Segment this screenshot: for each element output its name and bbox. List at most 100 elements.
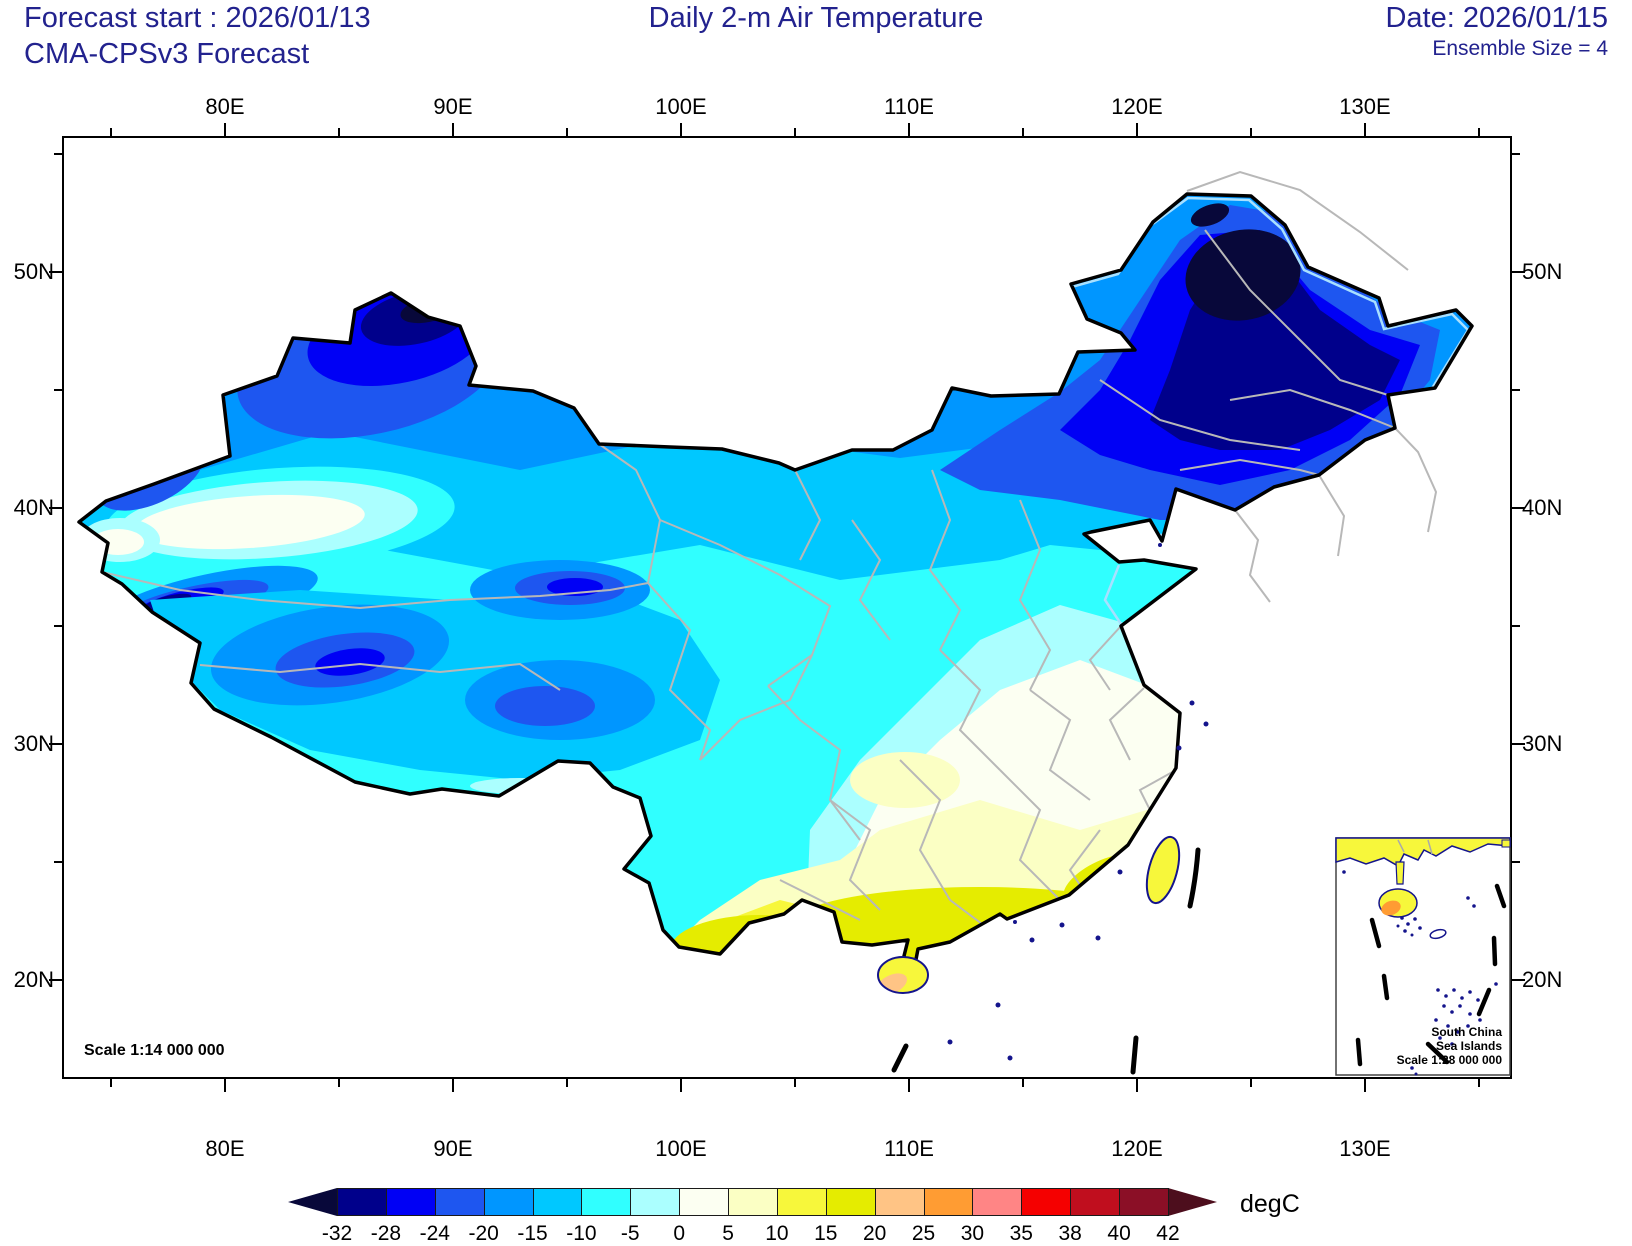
lat-label-left: 50N [13,259,54,284]
colorbar-box [923,1188,974,1216]
lon-tick-major [1364,1079,1366,1092]
inset-label-line2: Sea Islands [1436,1039,1502,1053]
inset-leizhou [1395,861,1405,885]
lat-label-left: 30N [13,731,54,756]
lon-label-bottom: 100E [655,1136,707,1161]
inset-atoll-outline [1429,928,1447,940]
colorbar-box [728,1188,778,1216]
lat-tick-major [1512,507,1525,509]
lon-tick-major [224,1079,226,1092]
lat-label-right: 20N [1522,967,1563,992]
colorbar-box [581,1188,632,1216]
inset-island-dots [1342,870,1498,1076]
foreign-boundaries [1186,170,1438,603]
inset-coastline [1335,837,1511,868]
lon-tick-major [680,123,682,136]
colorbar-tick-label: -20 [468,1222,499,1245]
lon-tick-major [908,1079,910,1092]
nine-dash-line [891,847,1201,1075]
lat-tick-major [1512,271,1525,273]
colorbar-box [874,1188,925,1216]
colorbar-tick-label: 5 [722,1222,734,1245]
colorbar-box [1021,1188,1072,1216]
lon-tick-minor [1478,1079,1480,1087]
colorbar-box [337,1188,387,1216]
colorbar-tick-label: -24 [419,1222,450,1245]
lon-tick-major [908,123,910,136]
colorbar-arrow-left [288,1188,337,1216]
lat-tick-major [49,271,62,273]
lon-label-bottom: 110E [884,1136,934,1161]
lat-label-right: 30N [1522,731,1563,756]
inset-taiwan-tip [1501,839,1511,848]
colorbar-box [679,1188,730,1216]
lon-label-bottom: 80E [205,1136,245,1161]
lon-tick-minor [1478,128,1480,136]
colorbar-box [483,1188,534,1216]
lon-tick-major [1136,123,1138,136]
lon-tick-major [452,1079,454,1092]
colorbar-box [972,1188,1023,1216]
colorbar-tick-label: -28 [370,1222,402,1245]
colorbar-tick-label: 35 [1009,1222,1033,1245]
lon-tick-major [1364,123,1366,136]
colorbar-box [1119,1188,1169,1216]
lat-tick-major [49,743,62,745]
lon-tick-minor [566,128,568,136]
lon-label-top: 130E [1339,94,1391,119]
tibet-cold-region [150,560,720,794]
lat-tick-minor [1512,625,1520,627]
colorbar-tick-label: -10 [566,1222,597,1245]
lon-tick-major [680,1079,682,1092]
forecast-start-label: Forecast start : 2026/01/13 [24,2,371,34]
colorbar-arrow-right [1167,1188,1217,1216]
colorbar-tick-label: 20 [862,1222,887,1245]
colorbar-tick-label: 25 [911,1222,936,1245]
lat-tick-major [49,507,62,509]
lon-tick-major [452,123,454,136]
lon-tick-minor [566,1079,568,1087]
colorbar-tick-label: 30 [960,1222,985,1245]
lat-tick-minor [54,389,62,391]
colorbar-box [385,1188,436,1216]
hainan-island [877,956,929,994]
lat-label-right: 50N [1522,259,1563,284]
colorbar-box [776,1188,827,1216]
ensemble-size-label: Ensemble Size = 4 [1432,37,1608,60]
lat-tick-minor [1512,153,1520,155]
lon-label-top: 110E [884,94,934,119]
page-title: Daily 2-m Air Temperature [648,2,984,34]
colorbar-tick-label: 40 [1107,1222,1131,1245]
lon-tick-minor [1250,1079,1252,1087]
colorbar-tick-label: 15 [814,1222,838,1245]
lon-tick-minor [338,128,340,136]
lon-tick-major [224,123,226,136]
colorbar-unit-label: degC [1240,1190,1300,1218]
lon-label-top: 120E [1111,94,1163,119]
lon-tick-minor [110,1079,112,1087]
lon-tick-minor [1022,128,1024,136]
colorbar-tick-label: -5 [620,1222,640,1245]
inset-label-line1: South China [1431,1025,1502,1039]
temperature-field [79,194,1472,975]
lat-tick-minor [1512,861,1520,863]
lon-tick-minor [1022,1079,1024,1087]
map-scale-label: Scale 1:14 000 000 [84,1042,225,1059]
colorbar-tick-label: 0 [673,1222,685,1245]
colorbar-tick-label: -15 [517,1222,548,1245]
lon-label-top: 90E [433,94,473,119]
lat-tick-minor [54,153,62,155]
model-name-label: CMA-CPSv3 Forecast [24,38,310,70]
lon-tick-minor [1250,128,1252,136]
lat-tick-minor [54,625,62,627]
lon-label-top: 80E [205,94,245,119]
lon-label-bottom: 90E [433,1136,473,1161]
inset-label-line3: Scale 1:28 000 000 [1397,1053,1503,1067]
lat-label-left: 40N [13,495,54,520]
northeast-cold-core [940,203,1440,520]
taiwan-island [1145,835,1181,905]
lon-label-bottom: 130E [1339,1136,1391,1161]
lon-label-bottom: 120E [1111,1136,1163,1161]
lat-tick-minor [1512,389,1520,391]
lat-label-right: 40N [1522,495,1563,520]
